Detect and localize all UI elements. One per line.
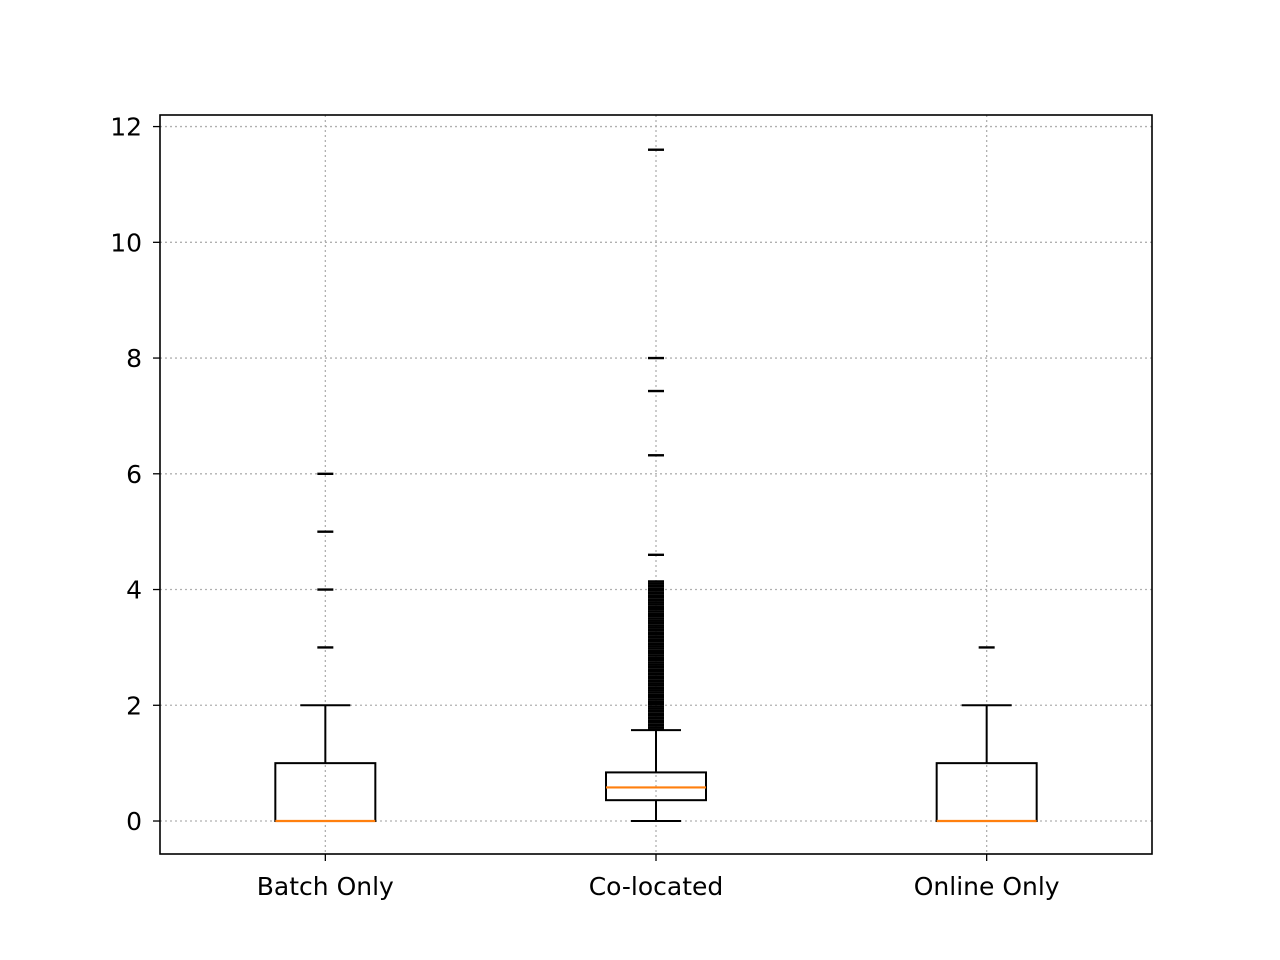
boxplot-series: [274, 148, 1038, 823]
box-group: [935, 646, 1038, 823]
y-tick-label: 2: [126, 691, 142, 720]
y-tick-label: 4: [126, 576, 142, 605]
x-tick-label: Co-located: [589, 872, 724, 901]
y-tick-label: 6: [126, 460, 142, 489]
y-tick-label: 10: [110, 228, 142, 257]
box-group: [274, 472, 377, 823]
y-tick-label: 12: [110, 113, 142, 142]
box-body: [605, 771, 707, 802]
x-tick-label: Online Only: [914, 872, 1060, 901]
y-axis: 0 2 4 6 8 10 12: [110, 113, 160, 836]
y-tick-label: 0: [126, 807, 142, 836]
x-axis: Batch Only Co-located Online Only: [257, 854, 1060, 901]
y-tick-label: 8: [126, 344, 142, 373]
box-group: [605, 148, 707, 823]
x-tick-label: Batch Only: [257, 872, 394, 901]
